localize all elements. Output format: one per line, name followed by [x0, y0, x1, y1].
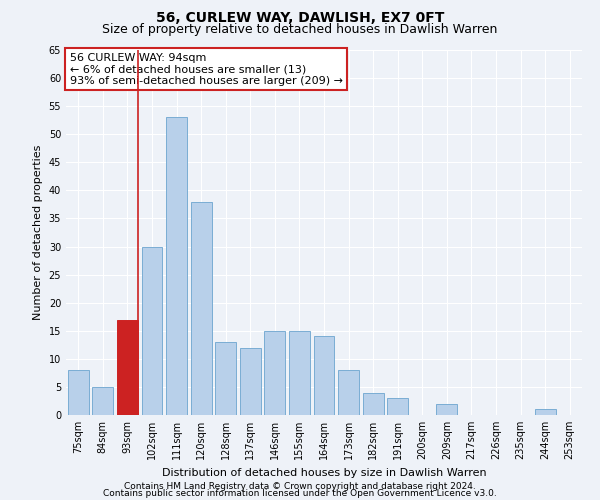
Bar	[191, 202, 212, 415]
Text: Size of property relative to detached houses in Dawlish Warren: Size of property relative to detached ho…	[103, 22, 497, 36]
Bar	[215, 342, 236, 415]
Bar	[117, 320, 138, 415]
Bar	[535, 410, 556, 415]
Bar	[142, 246, 163, 415]
Bar	[166, 118, 187, 415]
Bar	[338, 370, 359, 415]
Text: Contains HM Land Registry data © Crown copyright and database right 2024.: Contains HM Land Registry data © Crown c…	[124, 482, 476, 491]
Bar	[92, 387, 113, 415]
Bar	[314, 336, 334, 415]
X-axis label: Distribution of detached houses by size in Dawlish Warren: Distribution of detached houses by size …	[161, 468, 487, 477]
Y-axis label: Number of detached properties: Number of detached properties	[33, 145, 43, 320]
Text: 56, CURLEW WAY, DAWLISH, EX7 0FT: 56, CURLEW WAY, DAWLISH, EX7 0FT	[156, 11, 444, 25]
Text: Contains public sector information licensed under the Open Government Licence v3: Contains public sector information licen…	[103, 488, 497, 498]
Bar	[387, 398, 408, 415]
Text: 56 CURLEW WAY: 94sqm
← 6% of detached houses are smaller (13)
93% of semi-detach: 56 CURLEW WAY: 94sqm ← 6% of detached ho…	[70, 53, 343, 86]
Bar	[289, 331, 310, 415]
Bar	[240, 348, 261, 415]
Bar	[68, 370, 89, 415]
Bar	[265, 331, 286, 415]
Bar	[362, 392, 383, 415]
Bar	[436, 404, 457, 415]
